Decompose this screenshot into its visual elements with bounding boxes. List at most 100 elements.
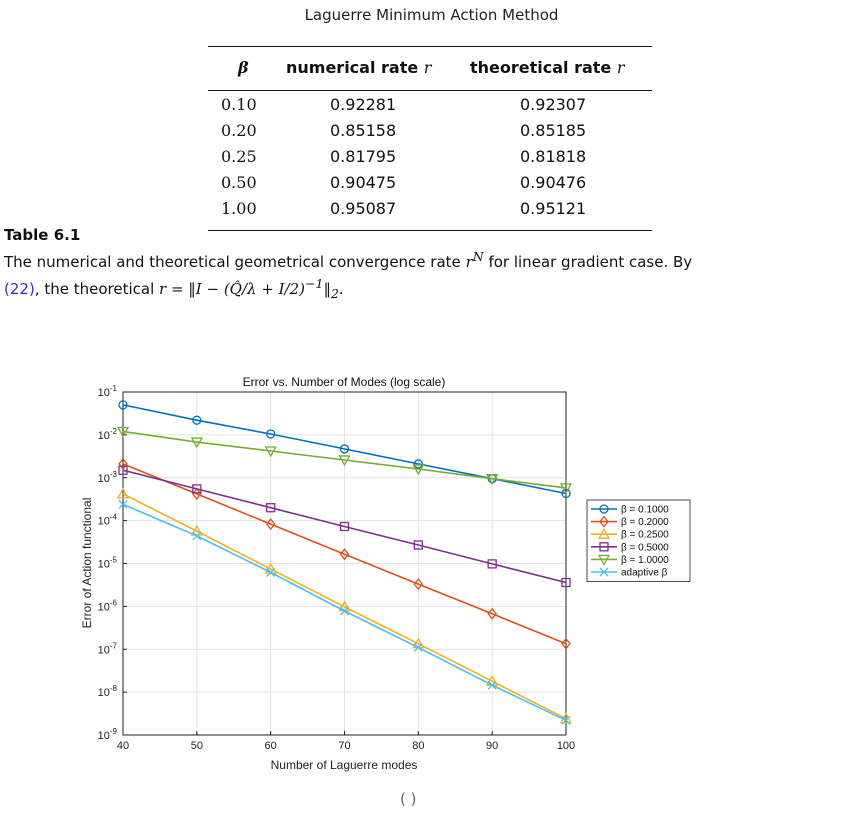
- caption-label: Table 6.1: [4, 226, 81, 244]
- series-group: [118, 465, 571, 588]
- x-marker: [413, 643, 423, 652]
- x-marker: [340, 606, 349, 616]
- error-vs-modes-chart: Error vs. Number of Modes (log scale) 40…: [80, 375, 691, 772]
- circle-marker: [118, 400, 128, 410]
- header-numerical-var: r: [423, 58, 432, 77]
- header-theoretical-label: theoretical rate: [470, 58, 612, 77]
- y-tick-label: 10-4: [98, 513, 118, 528]
- table-cell-numerical: 0.92281: [330, 95, 397, 114]
- figure-caption-fragment: ( ): [400, 790, 417, 808]
- series-group: [118, 499, 571, 725]
- table-cell-beta: 0.10: [221, 95, 257, 114]
- x-tick-label: 90: [486, 740, 498, 752]
- circle-marker: [192, 415, 202, 425]
- diamond-marker: [487, 607, 497, 620]
- table-cell-beta: 0.50: [221, 173, 257, 192]
- chart-grid: [122, 391, 567, 736]
- table-cell-numerical: 0.95087: [330, 199, 397, 218]
- circle-marker: [339, 444, 350, 454]
- table-cell-beta: 1.00: [221, 199, 257, 218]
- table-cell-theoretical: 0.90476: [520, 173, 587, 192]
- diamond-marker: [599, 515, 609, 528]
- caption-line1-pre: The numerical and theoretical geometrica…: [4, 253, 461, 271]
- table-cell-numerical: 0.85158: [330, 121, 397, 140]
- circle-marker: [561, 488, 571, 499]
- x-axis-label: Number of Laguerre modes: [271, 758, 418, 772]
- square-marker: [192, 484, 202, 494]
- y-tick-label: 10-5: [98, 556, 118, 571]
- triangle-down-marker: [338, 455, 351, 467]
- y-tick-label: 10-3: [98, 470, 118, 485]
- legend-entry: β = 0.2500: [591, 527, 669, 541]
- table-bottom-rule: [208, 230, 652, 231]
- legend-label: adaptive β: [621, 568, 668, 579]
- x-marker: [118, 499, 128, 509]
- square-marker: [266, 503, 276, 513]
- triangle-up-marker: [597, 527, 611, 539]
- caption-text: The numerical and theoretical geometrica…: [4, 246, 859, 305]
- diamond-marker: [118, 457, 128, 470]
- table-cell-theoretical: 0.92307: [520, 95, 587, 114]
- series-line: [122, 469, 567, 584]
- y-axis-label: Error of Action functional: [80, 498, 94, 629]
- header-beta: β: [238, 58, 249, 77]
- caption-math-r: r: [465, 253, 473, 271]
- caption-math-sup-inv: −1: [305, 276, 324, 291]
- triangle-up-marker: [116, 487, 130, 499]
- legend-label: β = 0.1000: [621, 505, 669, 516]
- square-marker: [413, 540, 423, 550]
- square-marker: [561, 577, 571, 588]
- y-tick-label: 10-2: [98, 427, 118, 442]
- legend-entry: β = 1.0000: [591, 554, 669, 566]
- legend-entry: adaptive β: [591, 568, 668, 579]
- table-cell-beta: 0.25: [221, 147, 257, 166]
- x-tick-label: 70: [338, 740, 350, 752]
- triangle-down-marker: [559, 483, 573, 495]
- x-marker: [599, 567, 609, 577]
- caption-math-sub-2: 2: [330, 286, 339, 301]
- header-numerical-rate: numerical rate r: [286, 58, 431, 77]
- triangle-down-marker: [486, 474, 499, 486]
- y-tick-label: 10-1: [98, 384, 118, 399]
- diamond-marker: [413, 578, 424, 591]
- series-line: [122, 430, 567, 489]
- series-group: [116, 426, 573, 495]
- header-numerical-label: numerical rate: [286, 58, 419, 77]
- circle-marker: [413, 459, 423, 469]
- caption-math-sup-n: N: [472, 249, 484, 264]
- triangle-down-marker: [597, 554, 611, 566]
- table-cell-beta: 0.20: [221, 121, 257, 140]
- legend-label: β = 0.2500: [621, 530, 669, 541]
- table-cell-theoretical: 0.95121: [520, 199, 587, 218]
- square-marker: [599, 542, 609, 552]
- series-line: [122, 463, 567, 645]
- x-marker: [266, 567, 276, 577]
- x-tick-label: 80: [412, 740, 424, 752]
- square-marker: [118, 465, 128, 475]
- y-tick-label: 10-7: [98, 641, 118, 656]
- x-tick-label: 50: [191, 740, 203, 752]
- equation-reference-link[interactable]: (22): [4, 280, 35, 298]
- triangle-down-marker: [264, 446, 277, 458]
- square-marker: [339, 521, 350, 532]
- caption-line1-post: for linear gradient case. By: [488, 253, 693, 271]
- table-cell-numerical: 0.81795: [330, 147, 397, 166]
- circle-marker: [599, 504, 609, 514]
- x-marker: [487, 680, 497, 690]
- table-mid-rule: [208, 90, 652, 91]
- x-tick-label: 100: [557, 740, 575, 752]
- table-cell-theoretical: 0.85185: [520, 121, 587, 140]
- y-tick-label: 10-9: [98, 727, 118, 742]
- caption-line2-text: , the theoretical: [34, 280, 155, 298]
- circle-marker: [266, 429, 276, 439]
- legend-label: β = 1.0000: [621, 555, 669, 566]
- x-marker: [192, 531, 202, 541]
- legend-label: β = 0.2000: [621, 517, 669, 528]
- table-title: Laguerre Minimum Action Method: [304, 6, 559, 24]
- triangle-down-marker: [190, 437, 203, 449]
- x-tick-label: 60: [265, 740, 277, 752]
- legend-entry: β = 0.1000: [591, 504, 669, 516]
- x-axis-ticks: 40 50 60 70 80 90 100: [117, 731, 575, 752]
- legend-entry: β = 0.2000: [591, 515, 669, 528]
